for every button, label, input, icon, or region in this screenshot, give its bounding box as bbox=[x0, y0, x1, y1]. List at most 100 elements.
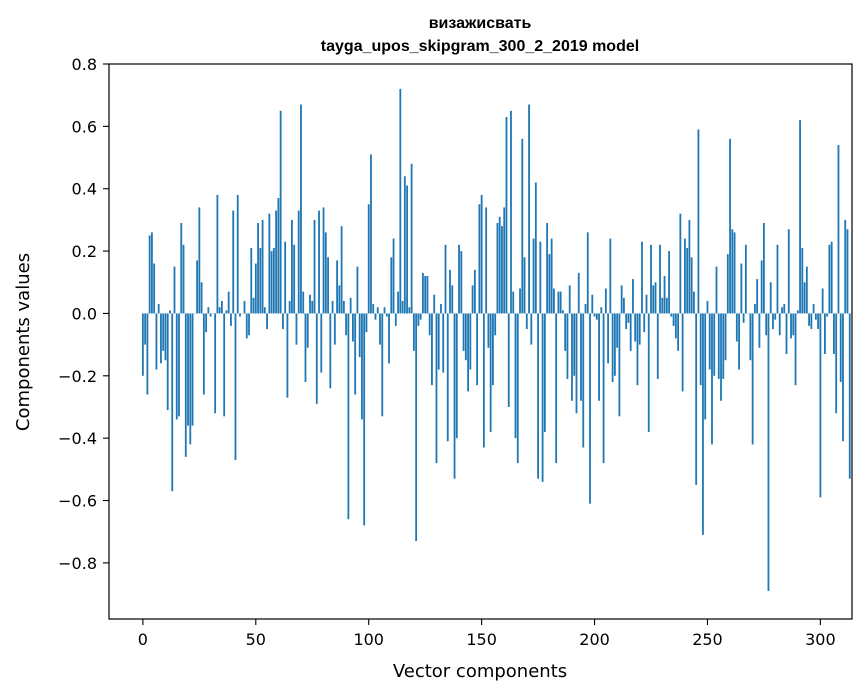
bar bbox=[164, 313, 167, 361]
bar bbox=[584, 304, 587, 314]
bar bbox=[555, 313, 558, 464]
bar bbox=[295, 313, 298, 345]
bar bbox=[577, 272, 580, 314]
bar bbox=[796, 310, 799, 314]
bar bbox=[424, 276, 427, 314]
bar bbox=[604, 288, 607, 314]
bar bbox=[446, 313, 449, 442]
bar bbox=[679, 213, 682, 314]
bar bbox=[767, 313, 770, 591]
bar bbox=[568, 285, 571, 314]
bar bbox=[347, 313, 350, 520]
bar bbox=[753, 304, 756, 314]
bar bbox=[726, 254, 729, 314]
bar bbox=[352, 313, 354, 342]
bar bbox=[826, 313, 829, 317]
y-axis-label: Components values bbox=[13, 253, 34, 431]
bar bbox=[720, 313, 722, 401]
y-tick-label: 0.6 bbox=[72, 117, 97, 136]
x-tick-label: 150 bbox=[466, 630, 497, 649]
bar bbox=[288, 300, 291, 314]
bar bbox=[221, 300, 223, 314]
bar bbox=[191, 313, 194, 426]
bar bbox=[593, 313, 596, 317]
bar bbox=[277, 198, 280, 314]
bar bbox=[799, 120, 801, 314]
bar bbox=[650, 244, 652, 314]
bar bbox=[250, 247, 253, 314]
bar bbox=[693, 291, 695, 314]
bar bbox=[390, 257, 393, 314]
bar bbox=[613, 313, 616, 376]
bar bbox=[810, 313, 813, 330]
bar bbox=[187, 313, 189, 426]
bar bbox=[379, 313, 381, 345]
chart-title: визажисвать bbox=[429, 15, 532, 32]
bar bbox=[309, 294, 311, 314]
bar bbox=[431, 313, 433, 386]
bar bbox=[740, 263, 743, 314]
bar bbox=[155, 313, 158, 370]
bar bbox=[252, 297, 255, 314]
bar bbox=[494, 313, 497, 336]
bar bbox=[144, 313, 147, 345]
bar bbox=[670, 313, 673, 317]
bar bbox=[805, 266, 808, 314]
bar bbox=[541, 313, 544, 482]
bar bbox=[361, 313, 363, 420]
bar bbox=[248, 313, 250, 336]
bar bbox=[153, 263, 156, 314]
bar bbox=[848, 313, 851, 479]
bar bbox=[781, 307, 783, 314]
bar bbox=[417, 313, 420, 326]
bar bbox=[717, 313, 720, 379]
bar bbox=[656, 313, 659, 379]
bar bbox=[562, 310, 564, 314]
bar bbox=[202, 313, 205, 395]
bar bbox=[419, 313, 422, 320]
bar bbox=[148, 235, 151, 314]
bar bbox=[166, 313, 169, 411]
bar bbox=[318, 210, 320, 314]
bar bbox=[776, 244, 779, 314]
bar bbox=[523, 257, 526, 314]
bar bbox=[304, 313, 307, 383]
bar bbox=[749, 313, 752, 361]
bar bbox=[151, 232, 153, 314]
bar bbox=[496, 223, 499, 314]
y-tick-label: −0.8 bbox=[58, 554, 97, 573]
bar bbox=[207, 307, 210, 314]
bar bbox=[620, 285, 623, 314]
bar bbox=[550, 238, 553, 314]
bar bbox=[582, 313, 585, 448]
bar bbox=[327, 257, 329, 314]
x-tick-label: 200 bbox=[579, 630, 610, 649]
bar bbox=[672, 313, 675, 326]
bar bbox=[455, 313, 458, 439]
bar bbox=[611, 313, 614, 383]
bar bbox=[623, 297, 625, 314]
x-axis-label: Vector components bbox=[393, 661, 567, 682]
bar bbox=[724, 313, 727, 361]
bar bbox=[482, 313, 485, 448]
y-tick-label: 0.2 bbox=[72, 242, 97, 261]
bar bbox=[808, 313, 810, 326]
bar bbox=[383, 307, 386, 314]
bar bbox=[792, 313, 795, 336]
bar bbox=[510, 110, 512, 314]
bar bbox=[286, 313, 289, 398]
bar bbox=[778, 313, 781, 336]
bar bbox=[196, 260, 198, 314]
bar bbox=[652, 285, 655, 314]
bar bbox=[573, 313, 576, 376]
bar bbox=[480, 194, 483, 314]
bar bbox=[230, 313, 232, 326]
bar bbox=[173, 266, 176, 314]
bar bbox=[462, 313, 465, 351]
plot-frame bbox=[108, 63, 853, 620]
x-axis: 0 50 100 150 200 250 300 bbox=[138, 619, 836, 649]
bar bbox=[340, 226, 343, 314]
bar bbox=[711, 313, 713, 445]
bar bbox=[783, 304, 786, 314]
bar bbox=[647, 313, 650, 432]
